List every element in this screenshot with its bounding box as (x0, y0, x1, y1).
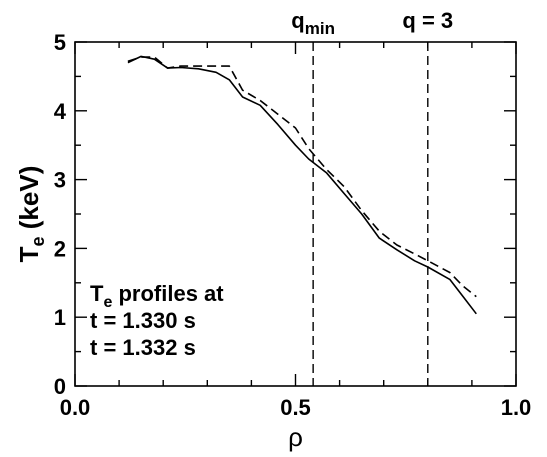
y-tick-label: 1 (54, 305, 66, 330)
annotation-title: Te profiles at (90, 281, 224, 311)
annotation-title-sub: e (103, 294, 112, 311)
y-tick-label: 0 (54, 374, 66, 399)
y-axis-title-rest: (keV) (14, 166, 44, 237)
vline-label-sub: min (305, 19, 335, 38)
y-axis-title: Te (keV) (14, 166, 48, 263)
x-tick-label: 0.5 (280, 395, 311, 420)
vline-label-main: q = 3 (402, 8, 453, 33)
y-tick-label: 5 (54, 30, 66, 55)
annotation-line1: t = 1.330 s (90, 308, 196, 333)
vline-label-qmin: qmin (291, 8, 335, 38)
y-axis-title-main: T (14, 246, 44, 262)
annotation-title-main: T (90, 281, 104, 306)
vline-label-main: q (291, 8, 304, 33)
vline-label-q3: q = 3 (402, 8, 453, 33)
y-axis-title-sub: e (28, 236, 48, 246)
x-tick-label: 1.0 (501, 395, 532, 420)
y-tick-label: 3 (54, 168, 66, 193)
series-line-solid (127, 55, 477, 315)
y-tick-label: 2 (54, 236, 66, 261)
y-tick-label: 4 (54, 99, 67, 124)
annotation-title-rest: profiles at (112, 281, 224, 306)
series-line-dashed (127, 56, 477, 298)
annotation-line2: t = 1.332 s (90, 335, 196, 360)
x-axis-title: ρ (288, 422, 303, 452)
plot-layer: 0.0 0.5 1.0 0 1 2 3 4 5 ρ Te (keV) qmin q = 3 Te prof… (14, 8, 531, 452)
x-tick-label: 0.0 (60, 395, 91, 420)
